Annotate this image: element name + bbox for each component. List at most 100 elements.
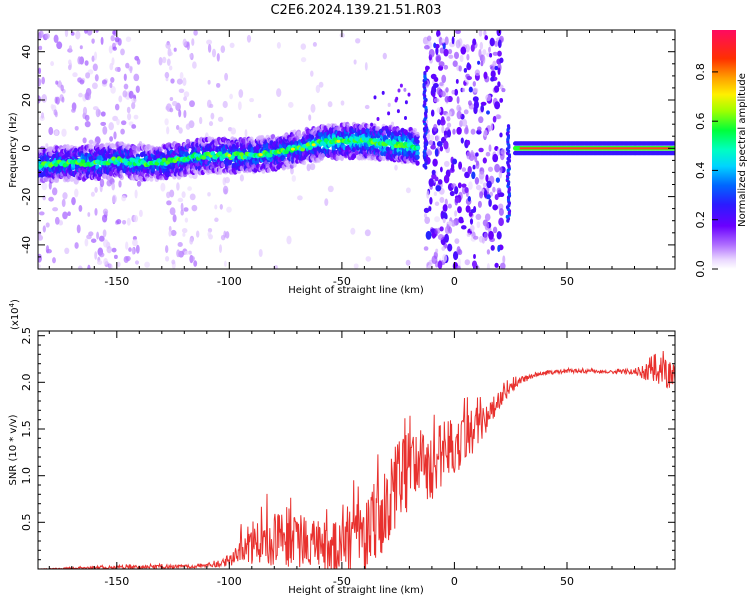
- heatmap-cell: [118, 141, 123, 147]
- heatmap-cell: [201, 155, 207, 160]
- heatmap-cell: [312, 42, 317, 47]
- heatmap-cell: [50, 61, 54, 67]
- heatmap-cell: [437, 179, 443, 185]
- heatmap-cell: [166, 191, 171, 199]
- heatmap-cell: [499, 57, 504, 64]
- heatmap-cell: [492, 115, 497, 123]
- heatmap-cell: [189, 237, 194, 245]
- heatmap-cell: [495, 114, 501, 120]
- heatmap-cell: [168, 230, 172, 237]
- x-tick-label: -50: [333, 575, 351, 588]
- heatmap-cell: [239, 174, 244, 182]
- heatmap-cell: [433, 98, 440, 103]
- heatmap-cell: [165, 255, 170, 262]
- heatmap-cell: [310, 103, 316, 113]
- heatmap-cell: [394, 164, 398, 171]
- heatmap-cell: [472, 96, 479, 102]
- heatmap-cell: [64, 247, 70, 255]
- heatmap-cell: [467, 196, 471, 202]
- heatmap-cell: [38, 211, 45, 216]
- heatmap-cell: [459, 54, 464, 63]
- heatmap-cell: [415, 131, 420, 137]
- heatmap-cell: [485, 151, 491, 157]
- heatmap-cell: [54, 216, 60, 225]
- heatmap-cell: [41, 182, 48, 191]
- heatmap-cell: [364, 62, 368, 71]
- heatmap-cell: [301, 159, 307, 166]
- heatmap-cell: [445, 87, 449, 93]
- x-tick-label: 50: [560, 275, 574, 288]
- heatmap-cell: [364, 229, 371, 237]
- heatmap-cell: [55, 80, 59, 85]
- heatmap-cell: [84, 114, 90, 122]
- heatmap-cell: [118, 180, 122, 188]
- heatmap-cell: [405, 187, 411, 194]
- heatmap-cell: [442, 43, 446, 50]
- heatmap-cell: [100, 111, 106, 117]
- heatmap-cell: [444, 214, 448, 220]
- heatmap-cell: [376, 117, 380, 121]
- heatmap-cell: [494, 163, 500, 173]
- spectrogram-frame: [37, 29, 676, 270]
- heatmap-cell: [217, 151, 223, 156]
- heatmap-cell: [496, 30, 502, 37]
- heatmap-cell: [119, 174, 124, 181]
- heatmap-cell: [267, 153, 273, 158]
- heatmap-cell: [110, 76, 115, 83]
- heatmap-cell: [83, 30, 88, 34]
- heatmap-cell: [483, 129, 488, 137]
- heatmap-cell: [394, 98, 398, 103]
- heatmap-cell: [447, 203, 452, 209]
- heatmap-cell: [166, 126, 170, 135]
- heatmap-cell: [431, 255, 438, 265]
- heatmap-cell: [276, 88, 282, 98]
- heatmap-cell: [470, 128, 476, 135]
- heatmap-cell: [91, 55, 95, 62]
- heatmap-cell: [111, 57, 115, 66]
- colorbar-gradient: [712, 30, 736, 269]
- heatmap-cell: [108, 122, 114, 131]
- heatmap-cell: [91, 38, 95, 44]
- heatmap-cell: [230, 127, 237, 135]
- heatmap-cell: [206, 39, 213, 45]
- heatmap-cell: [457, 258, 461, 267]
- heatmap-cell: [208, 121, 214, 127]
- heatmap-cell: [478, 170, 485, 180]
- heatmap-cell: [429, 197, 433, 205]
- heatmap-cell: [450, 220, 457, 227]
- heatmap-cell: [472, 87, 479, 93]
- heatmap-cell: [84, 60, 89, 66]
- heatmap-cell: [466, 232, 471, 237]
- heatmap-cell: [69, 176, 75, 182]
- heatmap-cell: [483, 71, 488, 80]
- heatmap-cell: [432, 158, 438, 167]
- heatmap-cell: [431, 169, 436, 176]
- heatmap-cell: [38, 67, 42, 75]
- heatmap-cell: [77, 158, 82, 163]
- heatmap-cell: [127, 161, 133, 166]
- heatmap-cell: [496, 187, 502, 194]
- y-tick-label: 40: [20, 45, 33, 59]
- heatmap-cell: [443, 140, 449, 150]
- heatmap-cell: [494, 40, 499, 47]
- heatmap-cell: [490, 122, 493, 131]
- heatmap-cell: [498, 208, 504, 216]
- heatmap-cell: [224, 176, 230, 184]
- heatmap-cell: [426, 190, 430, 199]
- heatmap-cell: [99, 178, 105, 188]
- y-tick-label: 0: [20, 145, 33, 152]
- heatmap-cell: [111, 182, 115, 191]
- y-tick-label: 1.0: [20, 467, 33, 485]
- heatmap-cell: [494, 194, 499, 201]
- heatmap-cell: [470, 44, 475, 52]
- heatmap-cell: [181, 228, 188, 234]
- heatmap-cell: [488, 144, 492, 152]
- heatmap-cell: [436, 140, 443, 147]
- heatmap-cell: [355, 38, 361, 44]
- heatmap-cell: [436, 30, 441, 38]
- heatmap-cell: [490, 244, 495, 251]
- heatmap-cell: [466, 76, 472, 81]
- heatmap-cell: [392, 139, 397, 145]
- heatmap-cell: [91, 82, 98, 90]
- heatmap-cell: [196, 146, 201, 153]
